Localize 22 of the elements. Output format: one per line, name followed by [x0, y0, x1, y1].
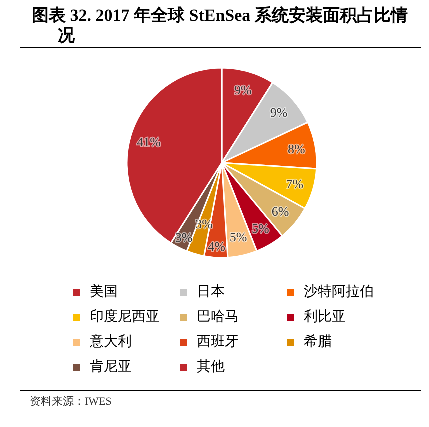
data-label: 9% [270, 105, 288, 120]
legend-label: 其他 [197, 359, 225, 375]
data-label: 5% [230, 230, 248, 245]
text: 资料来源：IWES [30, 395, 112, 409]
legend-label: 西班牙 [197, 334, 239, 350]
legend-label: 美国 [90, 284, 118, 300]
data-label: 4% [208, 238, 226, 254]
legend-label: 日本 [197, 284, 225, 300]
data-label: 41% [137, 134, 162, 150]
legend-label: 利比亚 [304, 309, 346, 325]
chart-title: 图表 32. 2017 年全球 StEnSea 系统安装面积占比情况 [32, 6, 409, 46]
legend-label: 肯尼亚 [90, 359, 132, 375]
data-label: 9% [234, 82, 252, 98]
legend-label: 巴哈马 [197, 309, 239, 325]
legend-label: 印度尼西亚 [90, 309, 160, 325]
data-label: 8% [288, 141, 306, 156]
data-label: 5% [252, 220, 270, 236]
data-label: 6% [272, 204, 290, 219]
legend-label: 沙特阿拉伯 [304, 284, 374, 300]
legend-label: 意大利 [89, 334, 132, 350]
data-label: 7% [286, 176, 304, 192]
legend-label: 希腊 [304, 334, 332, 350]
